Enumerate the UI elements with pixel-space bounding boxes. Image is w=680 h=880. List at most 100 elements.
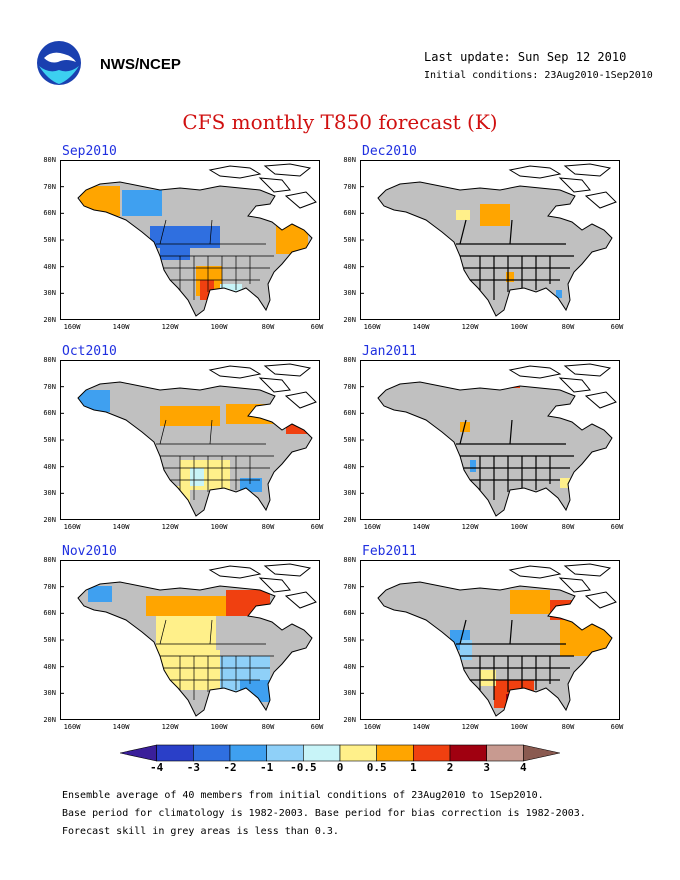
lon-tick-label: 160W (63, 723, 81, 731)
lon-tick-label: 100W (510, 523, 528, 531)
island (508, 365, 562, 379)
lat-tick-label: 70N (43, 182, 56, 191)
lon-tick-label: 120W (161, 323, 179, 331)
island (558, 177, 591, 193)
lat-tick-label: 80N (43, 356, 56, 364)
island (584, 591, 617, 609)
lat-tick-label: 30N (343, 289, 356, 298)
colorbar-segment (413, 744, 451, 762)
panel-label-feb2011: Feb2011 (362, 544, 417, 559)
map-svg (60, 160, 320, 320)
lat-tick-label: 40N (343, 262, 356, 271)
map-panel-jan2011 (360, 360, 620, 520)
lat-tick-label: 20N (43, 716, 56, 724)
noaa-logo-icon (37, 41, 81, 85)
island (563, 163, 612, 177)
map-svg (60, 560, 320, 720)
lat-tick-label: 20N (343, 716, 356, 724)
anomaly-cell (122, 190, 162, 216)
map-panel-nov2010 (60, 560, 320, 720)
lat-tick-label: 60N (343, 209, 356, 218)
colorbar-segment (523, 744, 560, 762)
lat-tick-label: 70N (343, 182, 356, 191)
lat-tick-label: 50N (43, 636, 56, 644)
panel-label-dec2010: Dec2010 (362, 144, 417, 159)
lon-tick-label: 160W (363, 523, 381, 531)
lat-tick-label: 50N (343, 436, 356, 444)
state-border (459, 619, 467, 645)
island (584, 191, 617, 209)
island (263, 163, 312, 177)
lat-tick-label: 30N (43, 289, 56, 298)
page-title: CFS monthly T850 forecast (K) (182, 110, 498, 134)
anomaly-cell (88, 586, 112, 602)
state-border (209, 419, 213, 445)
lon-tick-label: 60W (310, 723, 324, 731)
lat-tick-label: 20N (43, 316, 56, 324)
island (584, 391, 617, 409)
island (508, 565, 562, 579)
last-update: Last update: Sun Sep 12 2010 (424, 50, 627, 64)
panel-label-sep2010: Sep2010 (62, 144, 117, 159)
colorbar-label: 4 (520, 761, 527, 774)
lat-tick-label: 40N (43, 462, 56, 471)
colorbar-label: 0 (336, 761, 344, 774)
lon-tick-label: 120W (161, 523, 179, 531)
island (558, 377, 591, 393)
lat-tick-label: 80N (43, 556, 56, 564)
colorbar (120, 744, 560, 762)
coastline (377, 581, 613, 717)
state-border (159, 619, 167, 645)
lat-tick-label: 60N (43, 209, 56, 218)
lon-tick-label: 120W (161, 723, 179, 731)
land-area (378, 382, 612, 516)
state-border (159, 219, 167, 245)
lat-tick-label: 70N (43, 382, 56, 391)
lat-tick-label: 20N (43, 516, 56, 524)
colorbar-segment (449, 744, 487, 762)
lon-tick-label: 80W (561, 523, 575, 531)
lat-tick-label: 80N (43, 156, 56, 164)
island (208, 365, 262, 379)
panel-label-jan2011: Jan2011 (362, 344, 417, 359)
island (258, 177, 291, 193)
lat-tick-label: 40N (343, 462, 356, 471)
lon-tick-label: 60W (610, 523, 624, 531)
island (284, 191, 317, 209)
lon-tick-label: 80W (561, 723, 575, 731)
land-area (378, 182, 612, 316)
lon-tick-label: 80W (261, 723, 275, 731)
lon-tick-label: 80W (261, 523, 275, 531)
lat-tick-label: 50N (343, 236, 356, 244)
state-border (509, 219, 513, 245)
anomaly-cell (510, 590, 550, 614)
lon-tick-label: 140W (412, 323, 430, 331)
island (258, 377, 291, 393)
lat-tick-label: 80N (343, 156, 356, 164)
initial-conditions: Initial conditions: 23Aug2010-1Sep2010 (424, 70, 653, 81)
lat-tick-label: 60N (43, 409, 56, 418)
lon-tick-label: 140W (412, 523, 430, 531)
island (284, 591, 317, 609)
lat-tick-label: 70N (343, 382, 356, 391)
lon-tick-label: 100W (210, 323, 228, 331)
island (284, 391, 317, 409)
colorbar-label: -0.5 (290, 761, 317, 774)
state-border (459, 219, 467, 245)
map-svg (360, 360, 620, 520)
anomaly-cell (456, 210, 470, 220)
anomaly-cell (560, 478, 570, 488)
lat-tick-label: 60N (43, 609, 56, 618)
footer-line-1: Ensemble average of 40 members from init… (62, 790, 544, 801)
state-border (159, 419, 167, 445)
land-area (378, 582, 612, 716)
footer-line-2: Base period for climatology is 1982-2003… (62, 808, 586, 819)
lat-tick-label: 30N (343, 489, 356, 498)
map-panel-feb2011 (360, 560, 620, 720)
anomaly-cell (480, 204, 510, 226)
lon-tick-label: 160W (363, 323, 381, 331)
lat-tick-label: 40N (43, 662, 56, 671)
colorbar-label: 1 (410, 761, 417, 774)
anomaly-cell (190, 468, 204, 486)
lon-tick-label: 100W (210, 523, 228, 531)
